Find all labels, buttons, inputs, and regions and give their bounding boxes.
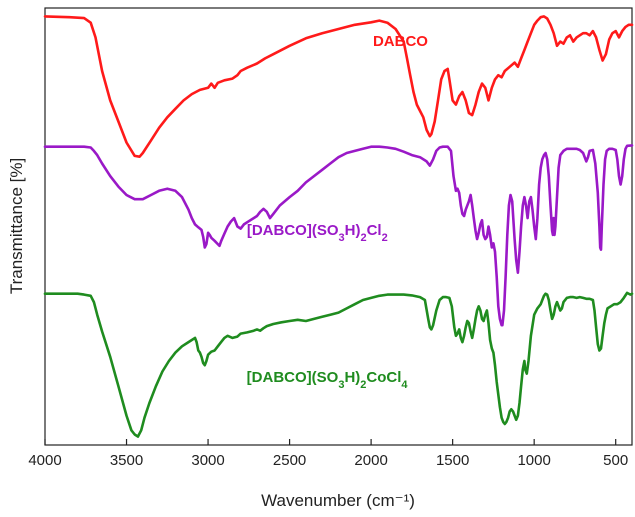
x-tick-label: 3500	[110, 452, 143, 469]
plot-area-frame	[44, 7, 633, 446]
x-tick-label: 3000	[191, 452, 224, 469]
series-labels: DABCO [DABCO](SO3H)2Cl2 [DABCO](SO3H)2CoCl…	[247, 33, 429, 391]
series-label-3: [DABCO](SO3H)2CoCl4	[247, 369, 409, 391]
series-lines	[43, 15, 634, 438]
x-axis-title: Wavenumber (cm⁻¹)	[261, 491, 415, 510]
series-line-3	[43, 291, 634, 438]
x-axis-ticks: 4000 3500 3000 2500 2000 1500 1000 500	[28, 439, 628, 469]
x-tick-label: 500	[603, 452, 628, 469]
x-tick-label: 4000	[28, 452, 61, 469]
x-tick-label: 2000	[354, 452, 387, 469]
series-line-1	[43, 15, 634, 158]
x-tick-label: 1000	[517, 452, 550, 469]
series-line-2	[43, 144, 634, 327]
y-axis-title: Transmittance [%]	[7, 158, 26, 294]
series-label-1: DABCO	[373, 33, 428, 50]
x-tick-label: 2500	[273, 452, 306, 469]
series-label-2: [DABCO](SO3H)2Cl2	[247, 222, 388, 244]
x-tick-label: 1500	[436, 452, 469, 469]
